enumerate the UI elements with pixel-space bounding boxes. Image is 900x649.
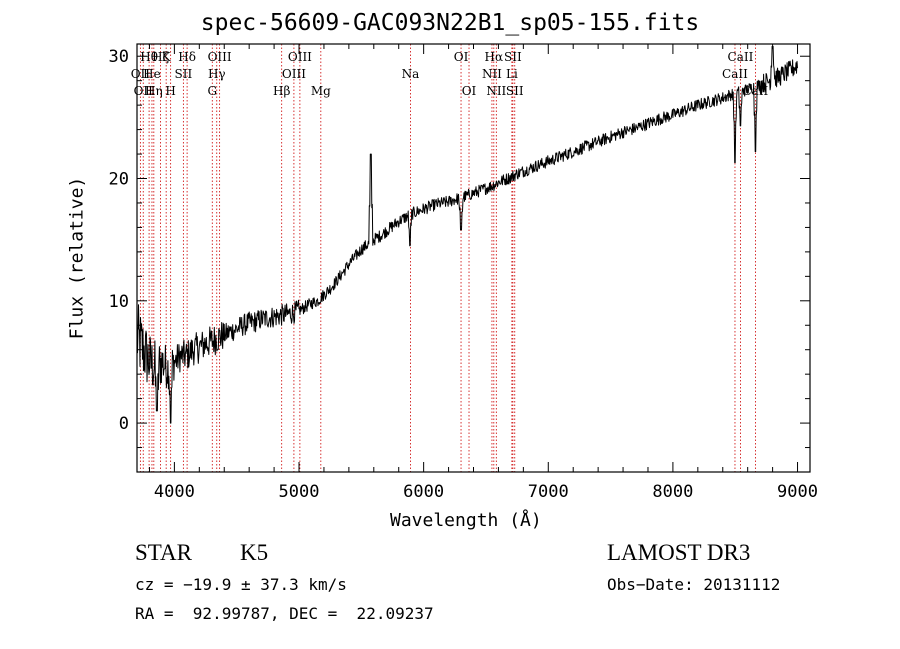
line-marker-label: G (207, 84, 217, 98)
x-axis-label: Wavelength (Å) (390, 510, 542, 531)
line-marker-label: NII (486, 84, 506, 98)
chart-title: spec-56609-GAC093N22B1_sp05-155.fits (200, 10, 700, 36)
y-tick-label: 20 (109, 170, 129, 190)
survey-name: LAMOST DR3 (607, 540, 751, 565)
line-label-group: OIIOIIHθHeHηHζKHSIIHδGHγOIIIHβOIIIOIIIMg… (131, 50, 769, 98)
line-marker-label: SII (506, 84, 524, 98)
x-tick-label: 7000 (528, 482, 569, 502)
line-marker-label: Hδ (178, 50, 196, 64)
line-marker-label: Hθ (140, 50, 158, 64)
x-tick-label: 5000 (279, 482, 320, 502)
line-marker-label: OIII (282, 67, 306, 81)
line-marker-label: Hβ (273, 84, 290, 98)
line-marker-label: H (165, 84, 175, 98)
x-tick-label: 6000 (403, 482, 444, 502)
y-tick-label: 10 (109, 292, 129, 312)
y-tick-label: 30 (109, 47, 129, 67)
x-tick-label: 8000 (652, 482, 693, 502)
line-marker-label: K (162, 50, 172, 64)
line-marker-label: Mg (311, 84, 331, 98)
line-marker-label: NII (482, 67, 502, 81)
line-marker-label: Na (402, 67, 420, 81)
y-axis-label: Flux (relative) (66, 176, 88, 340)
line-marker-label: CaII (742, 84, 768, 98)
line-marker-label: He (143, 67, 161, 81)
line-marker-label: OI (454, 50, 469, 64)
plot-frame (136, 43, 811, 473)
line-marker-label: Hα (485, 50, 504, 64)
line-marker-label: Hη (145, 84, 163, 98)
line-marker-label: Hγ (208, 67, 226, 81)
line-marker-label: SII (175, 67, 193, 81)
line-marker-label: OIII (288, 50, 312, 64)
observation-date: Obs−Date: 20131112 (607, 575, 781, 594)
line-marker-label: OIII (208, 50, 232, 64)
x-tick-label: 4000 (154, 482, 195, 502)
object-subclass: K5 (240, 540, 269, 565)
line-marker-label: Li (506, 67, 518, 81)
x-tick-label: 9000 (777, 482, 818, 502)
line-marker-label: OII (131, 67, 151, 81)
line-marker-label: OI (462, 84, 477, 98)
line-marker-label: CaII (728, 50, 754, 64)
line-marker-label: Hζ (152, 50, 169, 64)
object-class: STAR (135, 540, 192, 565)
line-marker-group (139, 44, 756, 472)
axes-group: 4000 5000 6000 7000 8000 9000 0 10 20 30 (109, 44, 818, 502)
redshift-velocity: cz = −19.9 ± 37.3 km/s (135, 575, 347, 594)
spectrum-line (136, 45, 798, 424)
line-marker-label: SII (504, 50, 522, 64)
y-tick-label: 0 (119, 414, 129, 434)
coordinates: RA = 92.99787, DEC = 22.09237 (135, 604, 434, 623)
line-marker-label: OII (134, 84, 154, 98)
line-marker-label: CaII (722, 67, 748, 81)
